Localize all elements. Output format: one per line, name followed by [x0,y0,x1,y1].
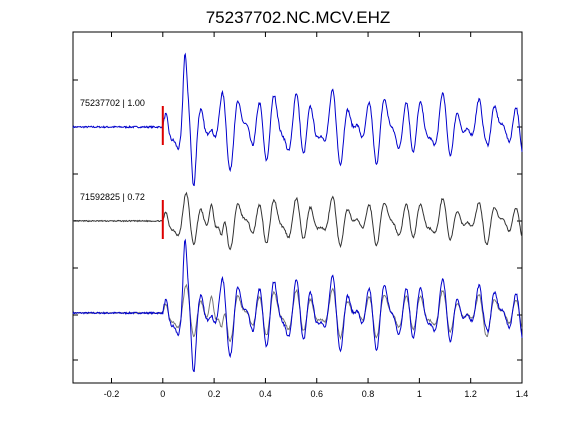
series-label-71592825: 71592825 | 0.72 [80,192,145,202]
tick-group: -0.2 0 0.2 0.4 0.6 0.8 1 1.2 1.4 [73,32,528,399]
series-label-75237702: 75237702 | 1.00 [80,98,145,108]
trace-group [72,52,523,373]
plot-frame [72,31,523,384]
x-tick-label: 1 [417,389,422,399]
label-group: 75237702 | 1.00 71592825 | 0.72 [80,98,145,202]
trace-75237702 [72,52,523,187]
x-tick-label: 0.2 [208,389,221,399]
trace-71592825 [72,191,523,251]
x-tick-label: 0.6 [310,389,323,399]
x-tick-label: 0 [160,389,165,399]
x-tick-label: 1.4 [516,389,529,399]
overlay-trace-75237702 [72,238,523,373]
x-tick-label: -0.2 [104,389,120,399]
x-tick-label: 1.2 [464,389,477,399]
chart-title: 75237702.NC.MCV.EHZ [206,8,391,27]
x-tick-label: 0.4 [259,389,272,399]
x-tick-label: 0.8 [362,389,375,399]
